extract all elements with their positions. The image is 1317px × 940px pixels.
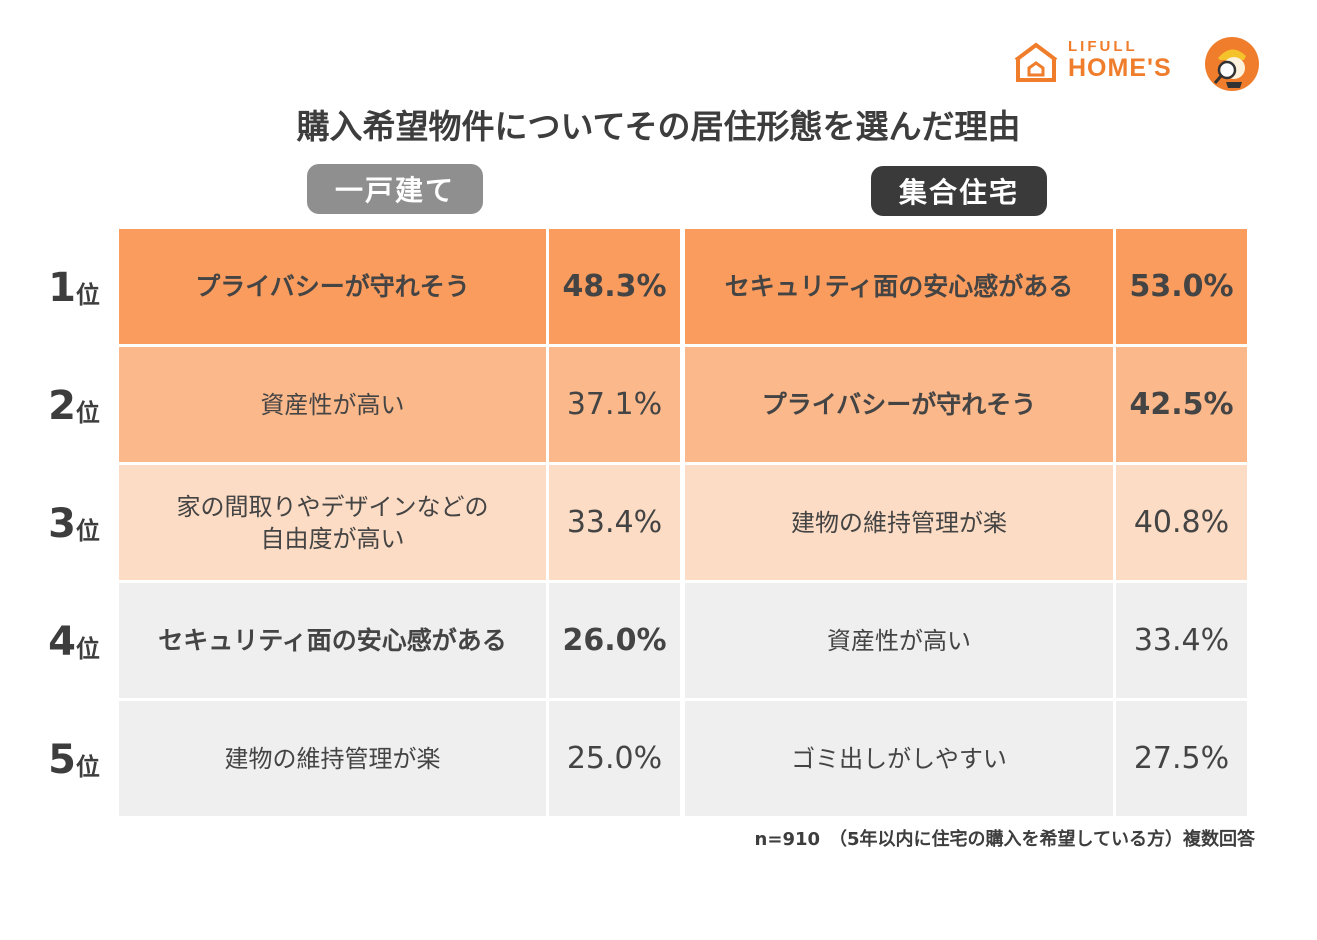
house-logo-icon	[1014, 42, 1058, 82]
logo-small-text: LIFULL	[1068, 38, 1138, 55]
house-reason-rank-4: セキュリティ面の安心感がある	[119, 583, 546, 698]
rank-number: 2	[48, 382, 76, 429]
apartment-percent-rank-3: 40.8%	[1116, 465, 1247, 580]
house-reason-rank-5: 建物の維持管理が楽	[119, 701, 546, 816]
rank-number: 4	[48, 618, 76, 665]
mascot-detective-icon	[1205, 37, 1259, 91]
header-apartment: 集合住宅	[871, 166, 1047, 216]
house-reason-rank-1: プライバシーが守れそう	[119, 229, 546, 344]
logo-big-text: HOME'S	[1068, 54, 1172, 82]
house-percent-rank-1: 48.3%	[549, 229, 680, 344]
house-reason-rank-2: 資産性が高い	[119, 347, 546, 462]
house-percent-rank-5: 25.0%	[549, 701, 680, 816]
apartment-reason-rank-4: 資産性が高い	[685, 583, 1113, 698]
header-house: 一戸建て	[307, 164, 483, 214]
house-reason-rank-3: 家の間取りやデザインなどの 自由度が高い	[119, 465, 546, 580]
house-percent-rank-2: 37.1%	[549, 347, 680, 462]
rank-suffix: 位	[75, 517, 100, 545]
rank-number: 1	[48, 264, 76, 311]
rank-suffix: 位	[75, 281, 100, 309]
house-percent-rank-4: 26.0%	[549, 583, 680, 698]
page-title: 購入希望物件についてその居住形態を選んだ理由	[296, 107, 1021, 146]
apartment-percent-rank-2: 42.5%	[1116, 347, 1247, 462]
apartment-reason-rank-2: プライバシーが守れそう	[685, 347, 1113, 462]
lifull-homes-logo: LIFULL HOME'S	[1012, 36, 1262, 94]
apartment-reason-rank-5: ゴミ出しがしやすい	[685, 701, 1113, 816]
apartment-percent-rank-1: 53.0%	[1116, 229, 1247, 344]
rank-suffix: 位	[75, 635, 100, 663]
apartment-percent-rank-5: 27.5%	[1116, 701, 1247, 816]
apartment-reason-rank-1: セキュリティ面の安心感がある	[685, 229, 1113, 344]
house-percent-rank-3: 33.4%	[549, 465, 680, 580]
rank-number: 5	[48, 736, 76, 783]
apartment-percent-rank-4: 33.4%	[1116, 583, 1247, 698]
rank-suffix: 位	[75, 399, 100, 427]
rank-number: 3	[48, 500, 76, 547]
rank-suffix: 位	[75, 753, 100, 781]
footnote: n=910 （5年以内に住宅の購入を希望している方）複数回答	[754, 829, 1255, 850]
apartment-reason-rank-3: 建物の維持管理が楽	[685, 465, 1113, 580]
